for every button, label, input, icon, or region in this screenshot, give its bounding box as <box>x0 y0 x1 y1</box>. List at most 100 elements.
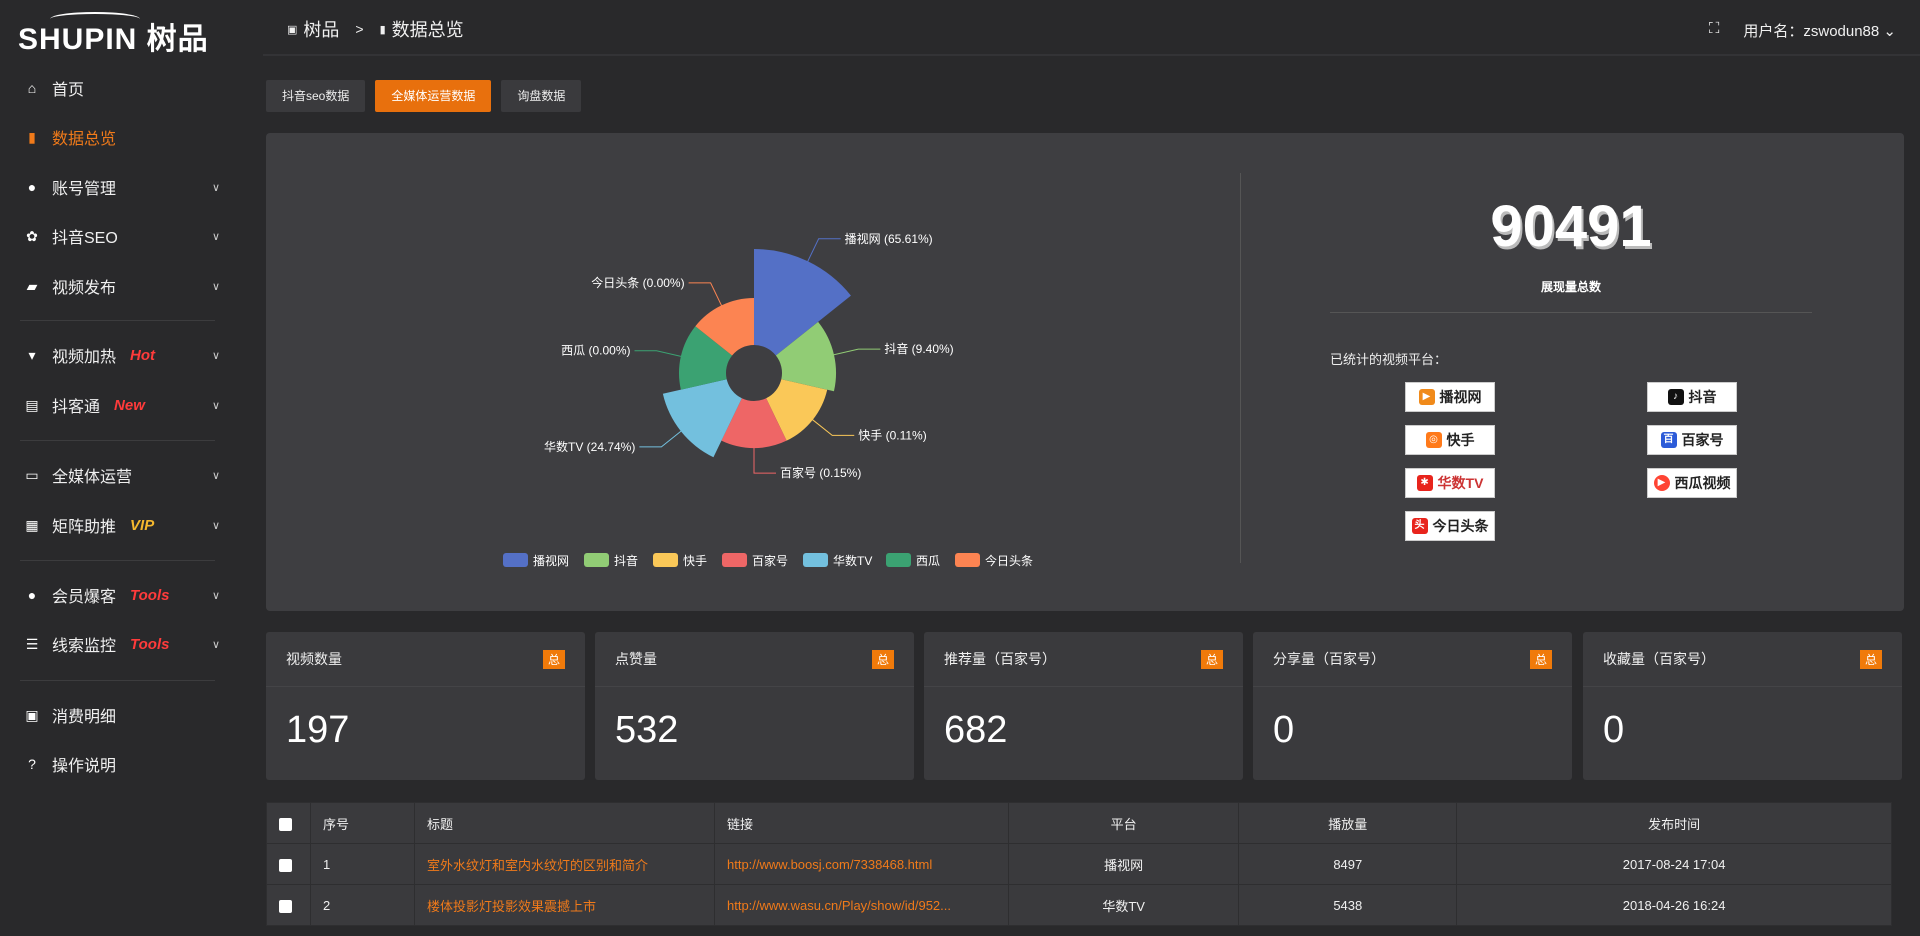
legend-item[interactable]: 快手 <box>653 553 707 568</box>
legend-swatch <box>722 553 747 567</box>
fullscreen-icon[interactable]: ⛶ <box>1708 20 1720 37</box>
cell-index: 1 <box>310 843 415 885</box>
slice-label: 华数TV (24.74%) <box>544 439 635 454</box>
divider <box>20 320 215 321</box>
sidebar-item-3[interactable]: ✿ 抖音SEO ∨ <box>0 216 230 256</box>
rose-slice-4[interactable] <box>662 379 742 458</box>
col-plays: 播放量 <box>1238 802 1458 844</box>
legend-item[interactable]: 抖音 <box>584 553 638 568</box>
chat-icon: ▤ <box>25 396 39 413</box>
cell-plays: 5438 <box>1238 884 1458 926</box>
sidebar-item-2[interactable]: ● 账号管理 ∨ <box>0 167 230 207</box>
chevron-down-icon: ∨ <box>211 399 220 412</box>
label-line <box>805 238 841 266</box>
divider <box>20 680 215 681</box>
logo-boosj: ▶ 播视网 <box>1405 382 1495 412</box>
username: 用户名：zswodun88 <box>1743 23 1880 40</box>
stat-card: 分享量（百家号） 总 0 <box>1253 632 1572 780</box>
rose-slice-3[interactable] <box>721 398 787 449</box>
sidebar-item-label: 首页 <box>52 82 85 99</box>
sidebar-item-12[interactable]: ? 操作说明 <box>0 744 230 784</box>
col-platform: 平台 <box>1007 802 1240 844</box>
tab-all-media[interactable]: 全媒体运营数据 <box>375 80 492 112</box>
sidebar-item-5[interactable]: ▾ 视频加热 Hot ∨ <box>0 335 230 375</box>
select-all-checkbox[interactable] <box>279 817 292 831</box>
cell-publish-time: 2017-08-24 17:04 <box>1456 843 1892 885</box>
total-impressions-label: 展现量总数 <box>1540 280 1601 294</box>
total-impressions: 90491 <box>1490 194 1652 259</box>
total-badge: 总 <box>871 649 894 669</box>
stat-card: 推荐量（百家号） 总 682 <box>924 632 1243 780</box>
stat-card-title: 点赞量 <box>615 651 657 667</box>
sidebar-item-4[interactable]: ▰ 视频发布 ∨ <box>0 266 230 306</box>
chevron-down-icon: ∨ <box>211 589 220 602</box>
sidebar-item-1[interactable]: ▮ 数据总览 <box>0 117 230 157</box>
divider <box>1330 312 1812 313</box>
grid-icon: ▦ <box>25 516 39 533</box>
sidebar-item-label: 数据总览 <box>52 131 117 148</box>
sidebar-item-8[interactable]: ▦ 矩阵助推 VIP ∨ <box>0 505 230 545</box>
sliders-icon: ☰ <box>25 635 39 652</box>
tab-douyin-seo[interactable]: 抖音seo数据 <box>266 80 366 112</box>
rose-slice-6[interactable] <box>695 298 754 356</box>
rose-slice-2[interactable] <box>766 379 828 441</box>
table-row[interactable]: 1 室外水纹灯和室内水纹灯的区别和简介 http://www.boosj.com… <box>266 843 1892 885</box>
stat-card-value: 682 <box>944 709 1008 751</box>
cell-title[interactable]: 楼体投影灯投影效果震撼上市 <box>414 884 715 926</box>
legend-item[interactable]: 百家号 <box>722 553 788 568</box>
legend-swatch <box>803 553 828 567</box>
total-badge: 总 <box>1859 649 1882 669</box>
rose-slice-5[interactable] <box>679 326 733 390</box>
sidebar-item-11[interactable]: ▣ 消费明细 <box>0 695 230 735</box>
legend-item[interactable]: 今日头条 <box>955 553 1033 568</box>
cell-title[interactable]: 室外水纹灯和室内水纹灯的区别和简介 <box>414 843 715 885</box>
legend-swatch <box>653 553 678 567</box>
table-row[interactable]: 2 楼体投影灯投影效果震撼上市 http://www.wasu.cn/Play/… <box>266 884 1892 926</box>
breadcrumb-separator: > <box>355 21 364 37</box>
sidebar-item-9[interactable]: ● 会员爆客 Tools ∨ <box>0 575 230 615</box>
slice-label: 百家号 (0.15%) <box>780 465 861 480</box>
cell-platform: 播视网 <box>1007 843 1240 885</box>
slice-label: 抖音 (9.40%) <box>884 341 953 356</box>
sidebar-item-7[interactable]: ▭ 全媒体运营 ∨ <box>0 455 230 495</box>
cell-link[interactable]: http://www.wasu.cn/Play/show/id/952... <box>714 884 1009 926</box>
cell-link[interactable]: http://www.boosj.com/7338468.html <box>714 843 1009 885</box>
user-menu[interactable]: 用户名：zswodun88 ⌄ <box>1743 20 1896 41</box>
cell-platform: 华数TV <box>1007 884 1240 926</box>
question-icon: ? <box>28 756 36 772</box>
gear-icon: ✿ <box>26 227 38 244</box>
tab-inquiry[interactable]: 询盘数据 <box>501 80 582 112</box>
row-checkbox[interactable] <box>279 899 292 913</box>
breadcrumb-root[interactable]: 树品 <box>303 20 340 40</box>
chevron-down-icon: ⌄ <box>1883 23 1896 40</box>
legend-label: 今日头条 <box>985 553 1033 568</box>
stat-card-value: 0 <box>1603 709 1625 751</box>
legend-item[interactable]: 播视网 <box>503 553 569 568</box>
sidebar-item-label: 线索监控 <box>52 638 117 655</box>
legend-label: 快手 <box>683 554 707 568</box>
sidebar-item-6[interactable]: ▤ 抖客通 New ∨ <box>0 385 230 425</box>
logo[interactable]: SHUPIN 树品 <box>18 12 228 56</box>
stat-card: 收藏量（百家号） 总 0 <box>1583 632 1902 780</box>
sidebar-item-0[interactable]: ⌂ 首页 <box>0 68 230 108</box>
logo-xigua: ▶ 西瓜视频 <box>1647 468 1737 498</box>
divider <box>20 560 215 561</box>
sidebar-item-label: 视频发布 <box>52 280 117 297</box>
rose-slice-0[interactable] <box>754 249 851 356</box>
sidebar-item-label: 消费明细 <box>52 709 117 726</box>
user-icon: ● <box>27 179 37 195</box>
chevron-down-icon: ∨ <box>211 349 220 362</box>
sidebar-item-label: 矩阵助推 <box>52 519 117 536</box>
sidebar-item-label: 全媒体运营 <box>52 469 133 486</box>
stat-card-value: 0 <box>1273 709 1295 751</box>
total-badge: 总 <box>1529 649 1552 669</box>
legend-item[interactable]: 华数TV <box>803 553 872 568</box>
total-badge: 总 <box>1200 649 1223 669</box>
monitor-stand-icon: ▾ <box>28 346 36 363</box>
sidebar-item-10[interactable]: ☰ 线索监控 Tools ∨ <box>0 624 230 664</box>
row-checkbox[interactable] <box>279 858 292 872</box>
legend-item[interactable]: 西瓜 <box>886 553 940 568</box>
stat-card-title: 分享量（百家号） <box>1273 651 1385 667</box>
rose-slice-1[interactable] <box>775 321 837 392</box>
legend-label: 华数TV <box>833 553 872 568</box>
